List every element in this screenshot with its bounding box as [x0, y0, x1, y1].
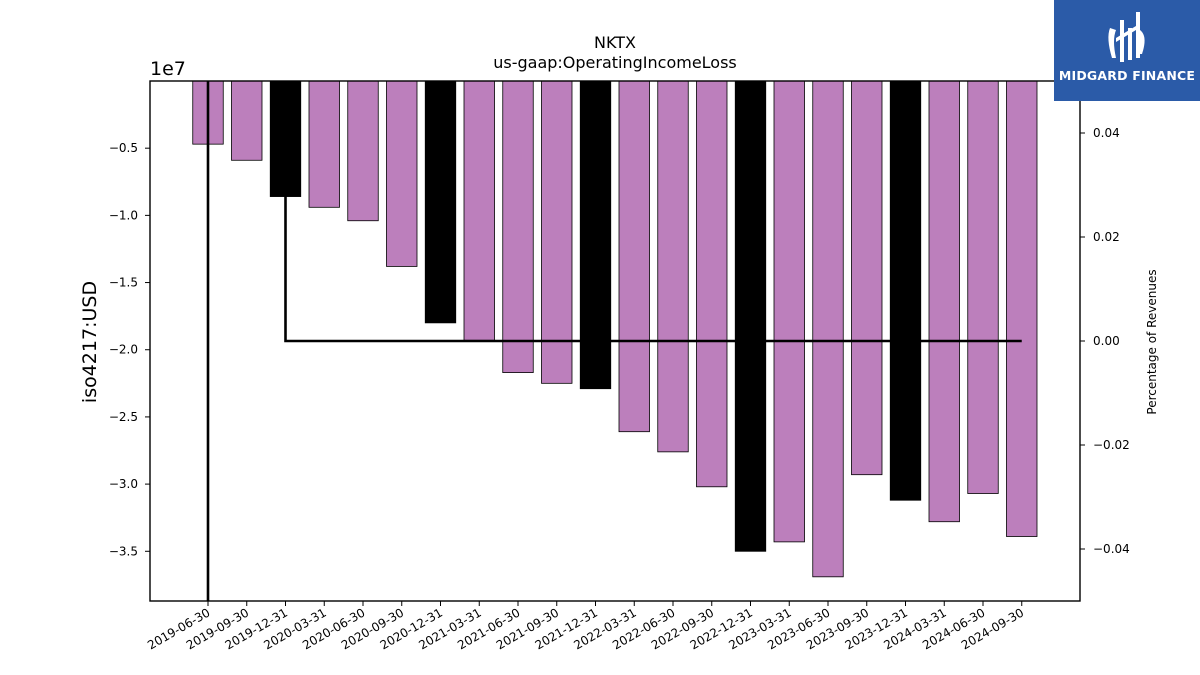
- bar-2023-03-31: [773, 80, 805, 543]
- bar-2022-09-30: [696, 80, 728, 488]
- bar-2024-09-30: [1006, 80, 1038, 537]
- y-offset-label: 1e7: [150, 58, 186, 80]
- bar-2020-06-30: [347, 80, 379, 222]
- bar-2021-12-31: [579, 80, 612, 390]
- y2-tick-label: 0.00: [1093, 334, 1120, 348]
- y-tick-label: −2.0: [109, 343, 138, 357]
- bar-2022-12-31: [734, 80, 767, 552]
- y2-tick-label: 0.02: [1093, 230, 1120, 244]
- y-tick-label: −1.5: [109, 276, 138, 290]
- y2-tick-label: −0.02: [1093, 438, 1130, 452]
- bar-2023-06-30: [812, 80, 844, 578]
- bar-2020-12-31: [424, 80, 457, 324]
- y2-tick-label: 0.04: [1093, 126, 1120, 140]
- y-tick-label: −1.0: [109, 208, 138, 222]
- y-tick-label: −3.5: [109, 544, 138, 558]
- bar-2023-12-31: [889, 80, 922, 501]
- y-tick-label: −2.5: [109, 410, 138, 424]
- bar-2023-09-30: [851, 80, 883, 476]
- bars-group: [192, 80, 1038, 578]
- bar-2019-09-30: [231, 80, 263, 161]
- chart-title: NKTX: [594, 33, 636, 52]
- y-tick-label: −0.5: [109, 141, 138, 155]
- midgard-logo: MIDGARD FINANCE: [1054, 0, 1200, 101]
- bar-2022-03-31: [618, 80, 650, 433]
- y-tick-label: −3.0: [109, 477, 138, 491]
- bar-2021-06-30: [502, 80, 534, 373]
- y2-tick-label: −0.04: [1093, 542, 1130, 556]
- bar-2024-03-31: [928, 80, 960, 523]
- bar-2020-09-30: [386, 80, 418, 267]
- logo-text: MIDGARD FINANCE: [1058, 68, 1196, 83]
- chart-subtitle: us-gaap:OperatingIncomeLoss: [493, 53, 737, 72]
- percent-line: [206, 81, 1022, 601]
- midgard-logo-icon: [1108, 12, 1145, 62]
- bar-2022-06-30: [657, 80, 689, 453]
- y2-axis-label: Percentage of Revenues: [1145, 269, 1159, 414]
- bar-2021-09-30: [541, 80, 573, 384]
- bar-2021-03-31: [463, 80, 495, 341]
- bar-2024-06-30: [967, 80, 999, 494]
- percent-line-group: [206, 81, 1022, 601]
- y-axis-label: iso4217:USD: [79, 281, 101, 403]
- bar-2020-03-31: [308, 80, 340, 208]
